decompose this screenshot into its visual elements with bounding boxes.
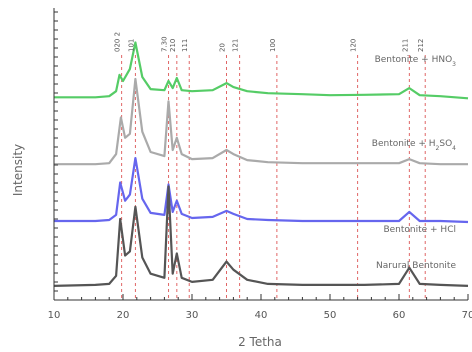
peak-label: 101 [127,39,135,52]
peak-label: 120 [350,39,358,52]
peak-label: 111 [181,39,189,52]
x-tick-label: 20 [117,310,130,321]
peak-label: 20 [219,43,227,52]
peak-label: 121 [232,39,240,52]
x-tick-label: 60 [393,310,406,321]
reference-lines-group [121,55,426,300]
peak-label: 211 [401,39,409,52]
series-lines-group [53,41,469,287]
x-tick-label: 10 [48,310,61,321]
series-label: Bentonite + HCl [383,225,456,235]
series-line [54,157,469,224]
series-line [53,185,469,287]
peak-label: 100 [269,39,277,52]
series-label: Bentonite + HNO3 [375,55,457,68]
series-line [54,41,469,100]
y-axis-title: Intensity [11,144,25,196]
x-axis-title: 2 Tetha [238,335,282,349]
x-tick-label: 30 [186,310,199,321]
series-labels-group: Bentonite + HNO3 Bentonite + H2SO4 Bentoni… [372,55,457,271]
series-label: Bentonite + H2SO4 [372,139,456,152]
x-tick-label: 50 [324,310,337,321]
peak-label: 020 2 [114,32,122,52]
axes-group: 10 20 30 40 50 60 70 [48,8,472,321]
peak-label: 212 [417,39,425,52]
series-line [54,77,468,166]
peak-label: 7.30 [161,36,169,52]
x-tick-label: 70 [462,310,472,321]
peak-label: 210 [169,39,177,52]
x-tick-label: 40 [255,310,268,321]
peak-labels-group: 020 2 101 7.30 210 111 20 121 100 120 211 212 [114,32,426,52]
series-label: Narural Bentonite [376,261,456,271]
